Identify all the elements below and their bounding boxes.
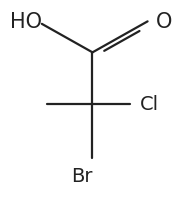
Text: O: O bbox=[156, 12, 172, 32]
Text: Cl: Cl bbox=[140, 94, 159, 114]
Text: HO: HO bbox=[10, 12, 42, 32]
Text: Br: Br bbox=[71, 167, 92, 186]
